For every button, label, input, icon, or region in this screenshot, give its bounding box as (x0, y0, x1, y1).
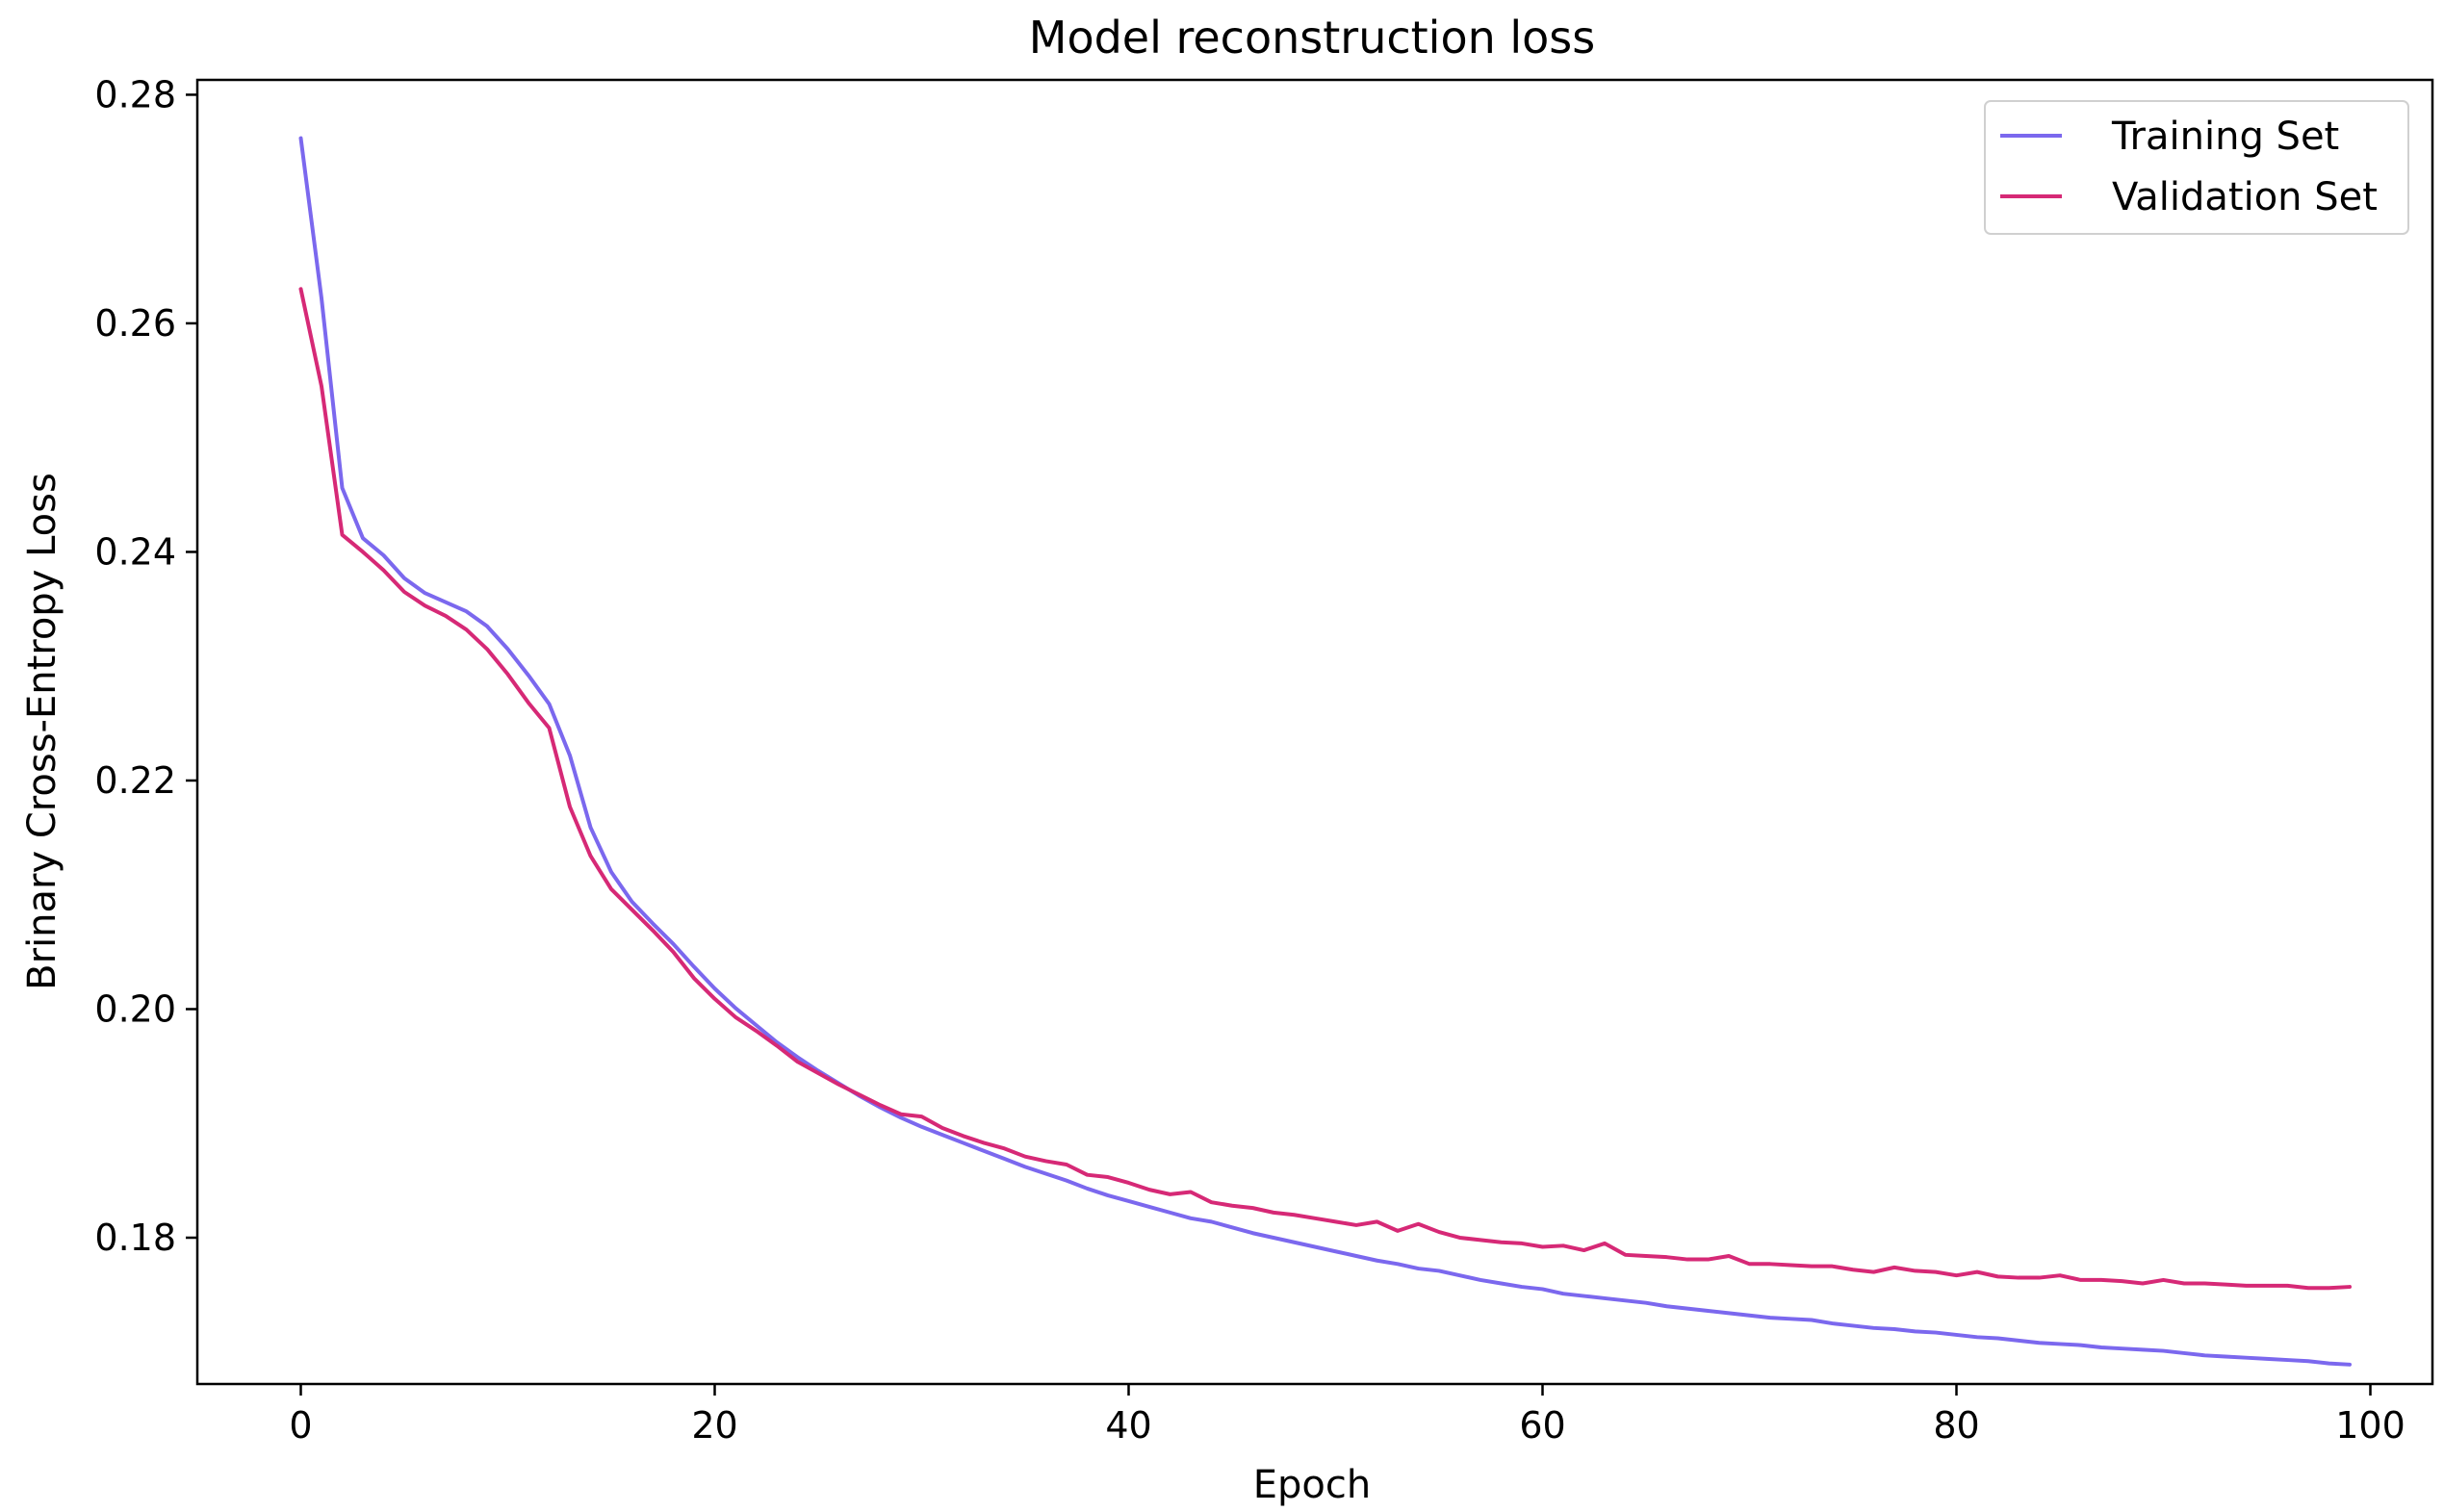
x-tick-label-100: 100 (2335, 1404, 2405, 1447)
chart-title: Model reconstruction loss (1029, 12, 1595, 64)
legend-box (1984, 100, 2409, 235)
y-tick-label-2: 0.22 (94, 759, 176, 802)
x-tick-label-60: 60 (1519, 1404, 1565, 1447)
y-tick-label-0: 0.18 (94, 1217, 176, 1259)
x-tick-label-0: 0 (289, 1404, 312, 1447)
legend-label-validation-set: Validation Set (2112, 175, 2378, 219)
x-tick-label-40: 40 (1105, 1404, 1151, 1447)
series-line-training-set (298, 136, 2352, 1367)
y-tick-label-1: 0.20 (94, 987, 176, 1030)
x-tick-label-80: 80 (1933, 1404, 1979, 1447)
x-axis-label: Epoch (1253, 1463, 1371, 1507)
legend: Training Set Validation Set (1984, 100, 2409, 235)
legend-label-training-set: Training Set (2111, 115, 2339, 159)
x-tick-label-20: 20 (691, 1404, 737, 1447)
y-axis-label: Brinary Cross-Entropy Loss (20, 473, 64, 990)
series-group (298, 136, 2352, 1367)
series-line-validation-set (298, 287, 2352, 1291)
y-tick-label-5: 0.28 (94, 73, 176, 115)
y-axis-ticks: 0.18 0.20 0.22 0.24 0.26 0.28 (94, 73, 197, 1259)
x-axis-ticks: 0 20 40 60 80 100 (289, 1384, 2405, 1447)
y-tick-label-4: 0.26 (94, 302, 176, 345)
y-tick-label-3: 0.24 (94, 530, 176, 573)
plot-frame (195, 78, 2434, 1386)
